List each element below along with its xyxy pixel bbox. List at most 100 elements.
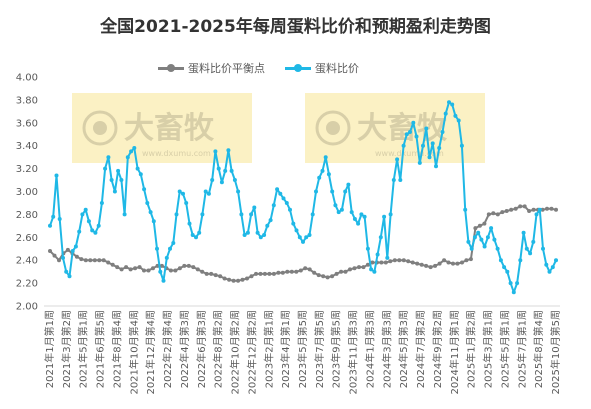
data-point-0[interactable] (325, 275, 330, 280)
data-point-1[interactable] (372, 269, 377, 274)
data-point-1[interactable] (401, 143, 406, 148)
data-point-0[interactable] (428, 265, 433, 270)
data-point-0[interactable] (442, 258, 447, 263)
data-point-1[interactable] (485, 235, 490, 240)
data-point-1[interactable] (200, 212, 205, 217)
data-point-0[interactable] (48, 249, 52, 253)
data-point-0[interactable] (57, 258, 61, 263)
data-point-1[interactable] (158, 269, 163, 274)
data-point-1[interactable] (284, 201, 289, 205)
data-point-1[interactable] (346, 182, 351, 187)
data-point-0[interactable] (74, 254, 79, 259)
data-point-1[interactable] (339, 207, 344, 212)
data-point-1[interactable] (271, 203, 276, 208)
data-point-1[interactable] (375, 252, 380, 257)
data-point-1[interactable] (330, 189, 335, 194)
data-point-0[interactable] (204, 271, 209, 276)
data-point-1[interactable] (489, 226, 494, 231)
data-point-1[interactable] (119, 178, 124, 182)
data-point-0[interactable] (106, 260, 111, 265)
data-point-0[interactable] (213, 273, 218, 278)
data-point-1[interactable] (106, 155, 111, 160)
data-point-1[interactable] (252, 205, 257, 210)
data-point-1[interactable] (54, 173, 59, 178)
data-point-1[interactable] (174, 212, 179, 217)
data-point-1[interactable] (239, 212, 244, 217)
data-point-1[interactable] (385, 255, 390, 260)
data-point-1[interactable] (226, 148, 231, 153)
data-point-0[interactable] (433, 263, 438, 268)
data-point-0[interactable] (267, 271, 272, 276)
data-point-1[interactable] (537, 207, 542, 212)
data-point-0[interactable] (455, 261, 460, 266)
data-point-0[interactable] (473, 226, 478, 231)
data-point-0[interactable] (231, 278, 236, 283)
data-point-1[interactable] (362, 214, 367, 219)
data-point-0[interactable] (115, 265, 120, 270)
legend-item-ratio[interactable]: 蛋料比价 (285, 60, 359, 76)
data-point-1[interactable] (103, 166, 108, 171)
data-point-1[interactable] (48, 223, 52, 228)
data-point-1[interactable] (466, 239, 471, 244)
data-point-1[interactable] (505, 269, 510, 274)
data-point-0[interactable] (83, 258, 88, 263)
data-point-0[interactable] (419, 262, 424, 267)
data-point-0[interactable] (303, 266, 308, 271)
data-point-1[interactable] (424, 126, 429, 131)
data-point-0[interactable] (168, 268, 173, 273)
data-point-1[interactable] (99, 201, 104, 205)
data-point-1[interactable] (161, 278, 166, 283)
data-point-1[interactable] (440, 130, 445, 134)
data-point-0[interactable] (446, 260, 451, 265)
data-point-0[interactable] (495, 212, 500, 217)
data-point-0[interactable] (468, 257, 473, 262)
data-point-1[interactable] (534, 212, 539, 217)
data-point-1[interactable] (258, 235, 263, 240)
data-point-0[interactable] (191, 265, 196, 270)
data-point-0[interactable] (491, 211, 496, 216)
data-point-1[interactable] (320, 168, 325, 173)
data-point-1[interactable] (236, 189, 241, 194)
data-point-0[interactable] (522, 204, 527, 209)
data-point-1[interactable] (511, 290, 516, 295)
data-point-1[interactable] (96, 223, 101, 228)
data-point-1[interactable] (365, 246, 370, 251)
data-point-1[interactable] (213, 149, 218, 154)
data-point-1[interactable] (268, 218, 273, 223)
data-point-0[interactable] (383, 260, 388, 265)
data-point-0[interactable] (218, 274, 223, 279)
data-point-1[interactable] (203, 189, 208, 194)
data-point-0[interactable] (262, 271, 267, 276)
data-point-1[interactable] (408, 130, 412, 134)
data-point-1[interactable] (142, 187, 147, 192)
data-point-0[interactable] (222, 276, 227, 281)
data-point-1[interactable] (70, 249, 75, 253)
data-point-1[interactable] (187, 221, 192, 226)
data-point-1[interactable] (447, 100, 451, 105)
data-point-1[interactable] (61, 255, 65, 260)
data-point-0[interactable] (254, 271, 258, 276)
data-point-1[interactable] (304, 235, 309, 240)
data-point-0[interactable] (540, 207, 545, 212)
data-point-0[interactable] (209, 271, 214, 276)
data-point-0[interactable] (437, 261, 442, 266)
data-point-0[interactable] (545, 206, 549, 211)
data-point-1[interactable] (90, 228, 95, 233)
data-point-1[interactable] (197, 230, 202, 235)
data-point-0[interactable] (357, 265, 361, 270)
data-point-0[interactable] (236, 278, 241, 283)
data-point-1[interactable] (125, 155, 130, 160)
data-point-0[interactable] (307, 267, 312, 272)
data-point-1[interactable] (476, 230, 481, 235)
data-point-1[interactable] (508, 281, 513, 286)
data-point-0[interactable] (258, 271, 263, 276)
data-point-0[interactable] (531, 207, 536, 212)
data-point-1[interactable] (249, 212, 254, 217)
data-point-1[interactable] (310, 212, 315, 217)
data-point-1[interactable] (434, 164, 438, 169)
data-point-1[interactable] (168, 246, 172, 251)
data-point-1[interactable] (80, 212, 85, 217)
data-point-0[interactable] (88, 258, 93, 263)
data-point-1[interactable] (265, 223, 270, 228)
data-point-0[interactable] (124, 265, 129, 270)
